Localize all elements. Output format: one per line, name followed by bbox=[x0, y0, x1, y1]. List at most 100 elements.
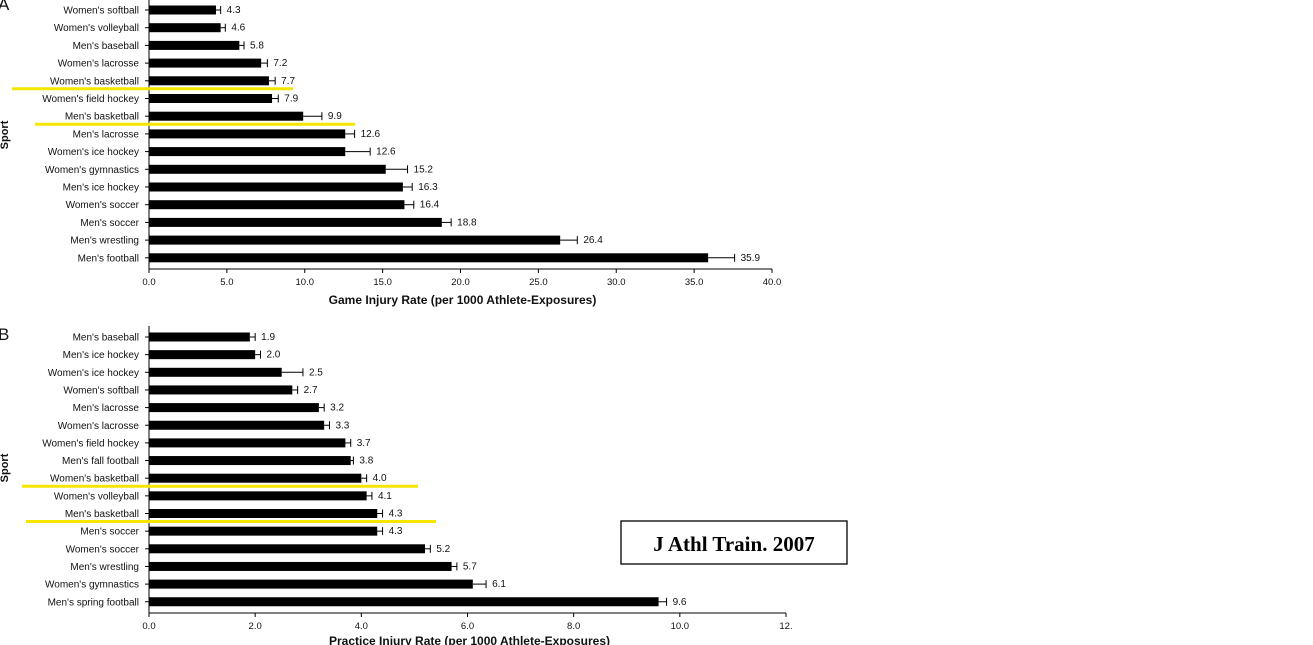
value-label: 18.8 bbox=[457, 217, 477, 228]
bar bbox=[149, 217, 442, 227]
category-label: Men's lacrosse bbox=[73, 403, 140, 414]
value-label: 12.6 bbox=[361, 129, 381, 140]
bar bbox=[149, 509, 378, 518]
value-label: 3.2 bbox=[330, 403, 344, 414]
bar bbox=[149, 456, 351, 466]
bar bbox=[149, 235, 561, 245]
bar bbox=[149, 403, 319, 413]
bar bbox=[149, 164, 386, 174]
value-label: 3.3 bbox=[335, 420, 349, 431]
value-label: 7.2 bbox=[273, 58, 287, 69]
category-label: Men's spring football bbox=[48, 597, 139, 608]
category-label: Women's field hockey bbox=[42, 94, 139, 105]
value-label: 4.3 bbox=[389, 526, 403, 537]
value-label: 16.3 bbox=[418, 182, 438, 193]
bar bbox=[149, 40, 240, 50]
value-label: 4.3 bbox=[389, 509, 403, 520]
category-label: Women's basketball bbox=[50, 474, 139, 485]
bar bbox=[149, 23, 221, 33]
bar bbox=[149, 579, 473, 589]
bar bbox=[149, 253, 709, 263]
category-label: Men's baseball bbox=[73, 41, 139, 52]
category-label: Men's basketball bbox=[65, 509, 139, 520]
bar bbox=[149, 129, 346, 139]
value-label: 2.0 bbox=[266, 350, 280, 361]
category-label: Men's basketball bbox=[65, 112, 139, 123]
category-label: Women's basketball bbox=[50, 76, 139, 87]
category-label: Men's lacrosse bbox=[73, 129, 140, 140]
category-label: Women's soccer bbox=[66, 544, 140, 555]
x-tick-label: 40.0 bbox=[763, 277, 782, 288]
value-label: 12.6 bbox=[376, 147, 396, 158]
category-label: Men's football bbox=[78, 253, 139, 264]
x-tick-label: 0.0 bbox=[142, 277, 155, 288]
bar bbox=[149, 561, 452, 571]
value-label: 4.0 bbox=[373, 473, 387, 484]
bar bbox=[149, 5, 216, 15]
bar bbox=[149, 58, 262, 68]
category-label: Men's ice hockey bbox=[63, 183, 139, 194]
category-label: Women's lacrosse bbox=[58, 421, 140, 432]
citation-border bbox=[620, 520, 848, 565]
bar bbox=[149, 350, 256, 360]
x-tick-label: 5.0 bbox=[220, 277, 233, 288]
category-label: Women's softball bbox=[63, 385, 139, 396]
category-label: Men's fall football bbox=[62, 456, 139, 467]
bar bbox=[149, 544, 426, 554]
bar bbox=[149, 332, 250, 342]
y-axis-title: Sport bbox=[0, 453, 11, 482]
citation-text: J Athl Train. 2007 bbox=[653, 532, 814, 556]
x-tick-label: 20.0 bbox=[451, 277, 470, 288]
bar bbox=[149, 597, 659, 607]
x-tick-label: 12. bbox=[779, 621, 792, 632]
category-label: Men's wrestling bbox=[70, 562, 139, 573]
x-tick-label: 4.0 bbox=[355, 621, 368, 632]
x-tick-label: 25.0 bbox=[529, 277, 548, 288]
category-label: Women's ice hockey bbox=[48, 147, 139, 158]
value-label: 26.4 bbox=[583, 235, 603, 246]
value-label: 5.8 bbox=[250, 40, 264, 51]
category-label: Women's field hockey bbox=[42, 438, 139, 449]
x-axis-title: Game Injury Rate (per 1000 Athlete-Expos… bbox=[329, 293, 597, 307]
value-label: 3.7 bbox=[357, 438, 371, 449]
value-label: 4.3 bbox=[227, 5, 241, 16]
bar bbox=[149, 182, 403, 192]
value-label: 4.6 bbox=[231, 23, 245, 34]
x-tick-label: 10.0 bbox=[296, 277, 315, 288]
bar bbox=[149, 420, 325, 430]
bar bbox=[149, 491, 367, 501]
citation-box: J Athl Train. 2007 bbox=[620, 520, 848, 565]
panel-letter: B bbox=[0, 325, 9, 344]
x-tick-label: 0.0 bbox=[142, 621, 155, 632]
x-tick-label: 15.0 bbox=[373, 277, 392, 288]
category-label: Women's softball bbox=[63, 6, 139, 17]
bar bbox=[149, 385, 293, 395]
category-label: Men's soccer bbox=[80, 527, 139, 538]
x-tick-label: 30.0 bbox=[607, 277, 626, 288]
category-label: Women's ice hockey bbox=[48, 368, 139, 379]
category-label: Men's wrestling bbox=[70, 236, 139, 247]
bar bbox=[149, 111, 304, 121]
value-label: 4.1 bbox=[378, 491, 392, 502]
category-label: Women's volleyball bbox=[54, 23, 139, 34]
value-label: 7.7 bbox=[281, 76, 295, 87]
bar bbox=[149, 367, 282, 377]
panel-letter: A bbox=[0, 0, 10, 14]
category-label: Women's lacrosse bbox=[58, 59, 140, 70]
bar bbox=[149, 200, 405, 210]
category-label: Men's baseball bbox=[73, 333, 139, 344]
value-label: 5.7 bbox=[463, 561, 477, 572]
category-label: Women's gymnastics bbox=[45, 580, 139, 591]
bar bbox=[149, 94, 273, 103]
bar bbox=[149, 147, 346, 157]
x-tick-label: 35.0 bbox=[685, 277, 704, 288]
value-label: 7.9 bbox=[284, 94, 298, 105]
bar bbox=[149, 438, 346, 448]
value-label: 2.5 bbox=[309, 367, 323, 378]
y-axis-title: Sport bbox=[0, 120, 11, 149]
category-label: Women's soccer bbox=[66, 200, 140, 211]
x-axis-title: Practice Injury Rate (per 1000 Athlete-E… bbox=[329, 634, 610, 645]
category-label: Women's volleyball bbox=[54, 491, 139, 502]
x-tick-label: 8.0 bbox=[567, 621, 580, 632]
value-label: 1.9 bbox=[261, 332, 275, 343]
